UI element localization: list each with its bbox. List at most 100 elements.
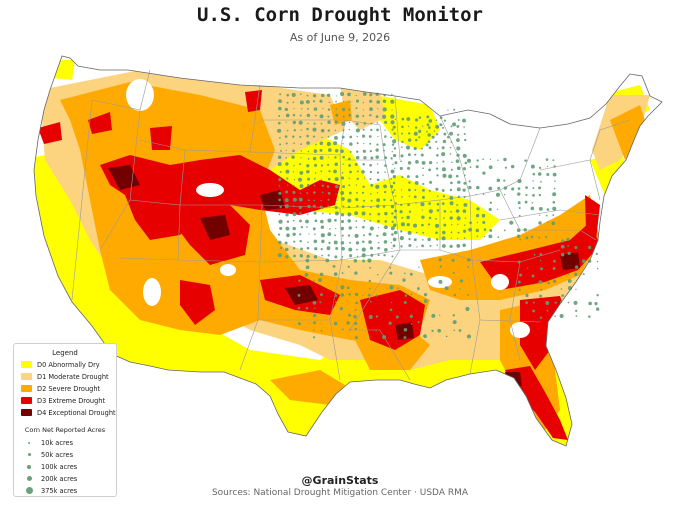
corn-acreage-dot	[417, 321, 420, 324]
corn-acreage-dot	[299, 219, 302, 223]
corn-acreage-dot	[299, 135, 302, 139]
corn-acreage-dot	[355, 150, 359, 153]
corn-acreage-dot	[390, 205, 395, 209]
corn-acreage-dot	[278, 115, 281, 117]
corn-acreage-dot	[307, 199, 310, 202]
corn-acreage-dot	[361, 170, 365, 174]
legend-item-d3: D3 Extreme Drought	[21, 396, 105, 405]
corn-acreage-dot	[418, 116, 422, 119]
corn-acreage-dot	[325, 258, 330, 263]
corn-acreage-dot	[553, 165, 556, 168]
corn-acreage-dot	[307, 241, 309, 244]
corn-acreage-dot	[594, 301, 598, 306]
corn-acreage-dot	[581, 259, 586, 264]
corn-acreage-dot	[292, 232, 296, 236]
corn-acreage-dot	[455, 174, 459, 178]
corn-acreage-dot	[377, 241, 380, 244]
corn-acreage-dot	[318, 278, 322, 282]
corn-acreage-dot	[382, 335, 387, 340]
corn-acreage-dot	[369, 114, 372, 117]
corn-acreage-dot	[406, 222, 410, 227]
corn-acreage-dot	[442, 230, 446, 235]
corn-acreage-dot	[377, 135, 379, 138]
corn-acreage-dot	[293, 165, 295, 167]
corn-acreage-dot	[413, 146, 417, 151]
corn-acreage-dot	[292, 190, 296, 194]
corn-acreage-dot	[346, 286, 350, 290]
corn-acreage-dot	[321, 254, 323, 257]
legend-acres-100k: 100k acres	[21, 462, 77, 471]
corn-acreage-dot	[341, 172, 344, 174]
corn-acreage-dot	[348, 191, 352, 195]
corn-acreage-dot	[518, 288, 521, 291]
corn-acreage-dot	[401, 140, 404, 144]
corn-acreage-dot	[327, 218, 332, 223]
corn-acreage-dot	[443, 119, 447, 122]
corn-acreage-dot	[561, 239, 565, 243]
corn-acreage-dot	[401, 175, 404, 179]
corn-acreage-dot	[278, 198, 281, 202]
corn-acreage-dot	[285, 169, 290, 174]
corn-acreage-dot	[320, 178, 323, 180]
corn-acreage-dot	[404, 272, 406, 275]
corn-acreage-dot	[347, 198, 352, 203]
corn-acreage-dot	[449, 188, 453, 192]
corn-acreage-dot	[538, 186, 542, 190]
corn-acreage-dot	[340, 219, 345, 224]
corn-acreage-dot	[370, 206, 372, 209]
corn-acreage-dot	[408, 195, 411, 198]
corn-acreage-dot	[436, 195, 439, 198]
corn-acreage-dot	[285, 121, 287, 123]
corn-acreage-dot	[525, 293, 529, 298]
corn-acreage-dot	[551, 221, 556, 226]
corn-acreage-dot	[342, 205, 345, 208]
corn-acreage-dot	[403, 300, 407, 305]
corn-acreage-dot	[421, 147, 423, 150]
corn-acreage-dot	[369, 150, 372, 153]
corn-acreage-dot	[361, 247, 366, 252]
corn-acreage-dot	[348, 226, 352, 230]
corn-acreage-dot	[384, 164, 387, 167]
corn-acreage-dot	[320, 128, 325, 133]
corn-acreage-dot	[334, 255, 338, 259]
corn-acreage-dot	[451, 223, 453, 226]
corn-acreage-dot	[368, 240, 372, 244]
corn-acreage-dot	[369, 163, 372, 167]
corn-acreage-dot	[349, 170, 352, 174]
corn-acreage-dot	[532, 301, 535, 304]
corn-acreage-dot	[456, 244, 461, 248]
corn-acreage-dot	[335, 113, 339, 117]
corn-acreage-dot	[384, 248, 388, 252]
corn-acreage-dot	[348, 121, 351, 124]
corn-acreage-dot	[313, 122, 316, 125]
corn-acreage-dot	[334, 211, 339, 216]
corn-acreage-dot	[363, 219, 366, 222]
corn-acreage-dot	[333, 240, 338, 245]
corn-acreage-dot	[354, 211, 359, 216]
corn-acreage-dot	[327, 177, 331, 181]
corn-acreage-dot	[280, 149, 282, 152]
legend-title: Legend	[52, 349, 78, 357]
corn-acreage-dot	[284, 241, 288, 245]
corn-acreage-dot	[341, 328, 344, 331]
corn-acreage-dot	[313, 255, 318, 259]
corn-acreage-dot	[445, 335, 448, 338]
corn-acreage-dot	[307, 122, 309, 125]
corn-acreage-dot	[293, 179, 296, 181]
corn-acreage-dot	[300, 108, 303, 110]
corn-acreage-dot	[475, 213, 480, 218]
corn-acreage-dot	[431, 329, 434, 333]
page-subtitle: As of June 9, 2026	[289, 31, 391, 44]
corn-acreage-dot	[450, 231, 453, 234]
corn-acreage-dot	[538, 206, 543, 211]
corn-acreage-dot	[342, 185, 346, 189]
corn-acreage-dot	[554, 315, 556, 318]
corn-acreage-dot	[476, 159, 479, 162]
corn-acreage-dot	[362, 149, 366, 153]
corn-acreage-dot	[335, 193, 337, 195]
corn-acreage-dot	[278, 213, 281, 216]
corn-acreage-dot	[575, 315, 578, 317]
corn-acreage-dot	[300, 226, 304, 229]
corn-acreage-dot	[546, 165, 549, 168]
legend-label-d0: D0 Abnormally Dry	[37, 360, 100, 369]
